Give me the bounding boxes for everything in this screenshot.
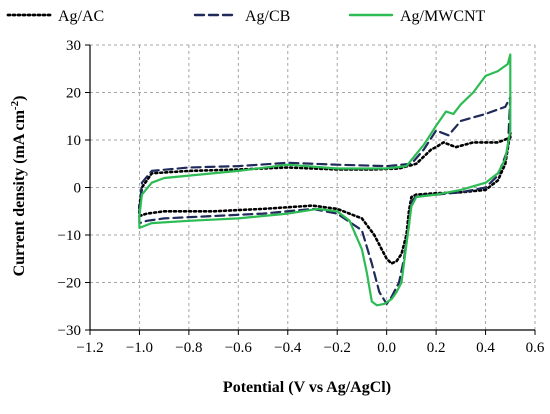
x-tick-label: −1.2	[76, 340, 103, 356]
y-tick-label: 30	[66, 38, 81, 54]
legend-label-ag-cb: Ag/CB	[245, 8, 290, 25]
x-tick-label: −1.0	[126, 340, 153, 356]
legend: Ag/AC Ag/CB Ag/MWCNT	[6, 8, 486, 25]
y-axis-title-close: )	[11, 96, 28, 101]
x-tick-label: −0.4	[274, 340, 302, 356]
gridlines	[89, 44, 536, 331]
y-tick-label: −30	[58, 323, 81, 339]
x-tick-label: −0.8	[175, 340, 202, 356]
axes	[85, 44, 536, 335]
y-axis-title-main: Current density (mA cm	[11, 109, 28, 276]
x-tick-label: 0.4	[476, 340, 495, 356]
x-tick-label: −0.6	[225, 340, 253, 356]
x-tick-label: 0.2	[427, 340, 446, 356]
y-tick-label: 0	[74, 181, 82, 197]
series-line-ag-cb	[138, 96, 512, 305]
x-axis-title: Potential (V vs Ag/AgCl)	[223, 379, 391, 396]
y-axis-title: Current density (mA cm-2)	[9, 96, 28, 277]
tick-labels: −1.2 −1.0 −0.8 −0.6 −0.4 −0.2 0.0 0.2 0.4 0.6 −30 −…	[58, 38, 545, 356]
series-line-ag-ac	[138, 131, 512, 265]
y-tick-label: 20	[66, 86, 81, 102]
y-axis-title-superscript: -2	[9, 100, 21, 110]
x-tick-label: 0.0	[377, 340, 396, 356]
legend-label-ag-mwcnt: Ag/MWCNT	[400, 8, 486, 25]
y-tick-label: −20	[58, 276, 81, 292]
legend-label-ag-ac: Ag/AC	[58, 8, 104, 25]
series-line-ag-mwcnt	[138, 53, 512, 307]
x-tick-label: 0.6	[526, 340, 545, 356]
series-lines	[138, 53, 512, 307]
x-tick-label: −0.2	[324, 340, 351, 356]
y-tick-label: 10	[66, 133, 81, 149]
y-tick-label: −10	[58, 228, 81, 244]
